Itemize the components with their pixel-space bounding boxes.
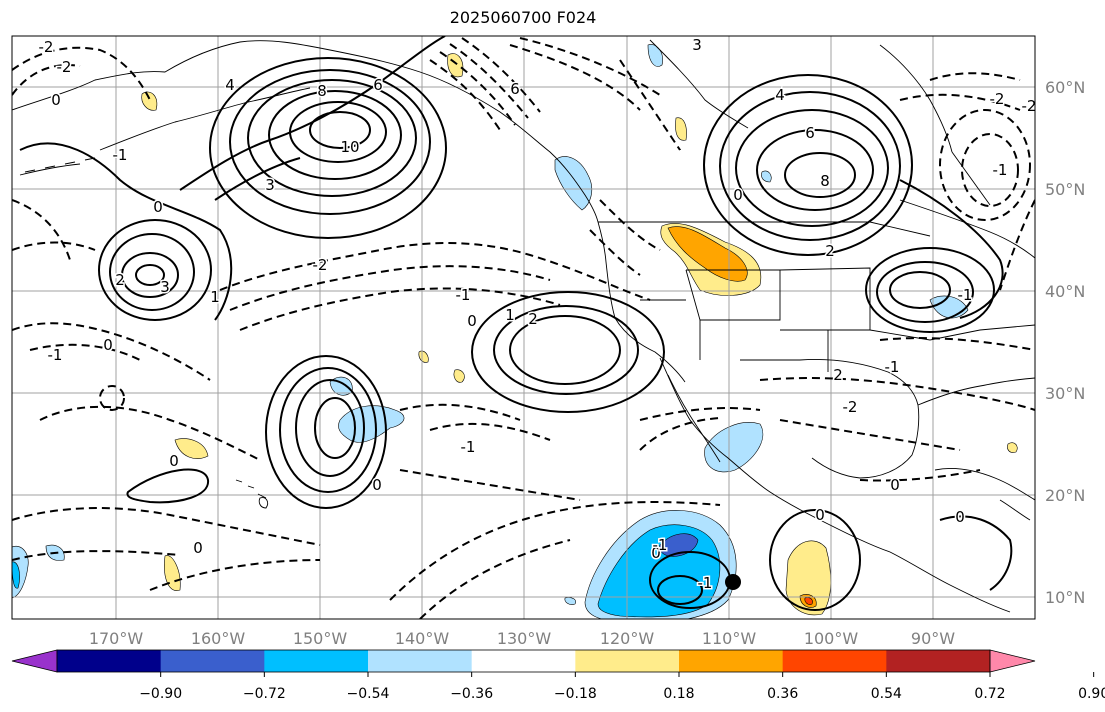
lon-label: 130°W bbox=[497, 629, 552, 648]
colorbar-extend-high bbox=[989, 649, 1036, 673]
contour-label: 0 bbox=[51, 91, 61, 109]
lon-label: 160°W bbox=[191, 629, 246, 648]
lon-label: 90°W bbox=[911, 629, 955, 648]
contour-label: -2 bbox=[843, 398, 858, 416]
contour-label: 10 bbox=[340, 138, 359, 156]
contour-label: 2 bbox=[528, 310, 538, 328]
contour-label: 0 bbox=[103, 336, 113, 354]
contour-label: -1 bbox=[958, 286, 973, 304]
storm-center-marker bbox=[725, 574, 741, 590]
lon-label: 110°W bbox=[702, 629, 757, 648]
contour-label: 0 bbox=[169, 452, 179, 470]
contour-label: -2 bbox=[57, 58, 72, 76]
contour-label: 6 bbox=[373, 76, 383, 94]
contour-label: -2 bbox=[1022, 97, 1037, 115]
lon-label: 120°W bbox=[600, 629, 655, 648]
colorbar-swatch bbox=[679, 650, 784, 672]
contour-label: 0 bbox=[815, 506, 825, 524]
colorbar: −0.90 −0.72 −0.54 −0.36 −0.18 0.18 0.36 0.54 0.7… bbox=[11, 649, 1105, 702]
contour-label: 3 bbox=[265, 176, 275, 194]
lon-label: 100°W bbox=[804, 629, 859, 648]
contour-label: 0 bbox=[193, 539, 203, 557]
contours-negative bbox=[12, 37, 1035, 619]
colorbar-extend-low bbox=[11, 649, 58, 673]
colorbar-tick-label: −0.54 bbox=[347, 686, 390, 702]
colorbar-swatch bbox=[782, 650, 887, 672]
contour-label: -1 bbox=[461, 438, 476, 456]
contour-label: -1 bbox=[113, 146, 128, 164]
contour-label: 0 bbox=[733, 186, 743, 204]
contour-label: 8 bbox=[820, 172, 830, 190]
contour-label: 3 bbox=[692, 36, 702, 54]
latitude-labels: 60°N 50°N 40°N 30°N 20°N 10°N bbox=[1045, 78, 1085, 607]
contour-label: 4 bbox=[775, 86, 785, 104]
colorbar-swatch bbox=[575, 650, 680, 672]
lat-label: 20°N bbox=[1045, 486, 1085, 505]
contour-label: 6 bbox=[805, 124, 815, 142]
lat-label: 10°N bbox=[1045, 588, 1085, 607]
lat-label: 50°N bbox=[1045, 180, 1085, 199]
lon-label: 140°W bbox=[395, 629, 450, 648]
colorbar-tick-label: 0.90 bbox=[1078, 686, 1105, 702]
colorbar-swatch bbox=[368, 650, 473, 672]
contour-label: 0 bbox=[467, 312, 477, 330]
contour-label: 2 bbox=[825, 242, 835, 260]
contour-label: 2 bbox=[833, 366, 843, 384]
colorbar-tick-label: 0.72 bbox=[974, 686, 1005, 702]
colorbar-tick-label: −0.90 bbox=[139, 686, 182, 702]
lat-label: 30°N bbox=[1045, 384, 1085, 403]
contour-label: -1 bbox=[48, 346, 63, 364]
contour-label: -1 bbox=[456, 286, 471, 304]
shaded-field bbox=[12, 44, 1018, 619]
colorbar-frame bbox=[56, 649, 991, 673]
colorbar-tick-label: 0.36 bbox=[767, 686, 798, 702]
colorbar-tick-label: 0.18 bbox=[663, 686, 694, 702]
contour-label: 3 bbox=[160, 278, 170, 296]
colorbar-swatch bbox=[471, 650, 576, 672]
colorbar-swatch bbox=[160, 650, 265, 672]
contour-label: -1 bbox=[698, 574, 713, 592]
contour-label: -2 bbox=[990, 90, 1005, 108]
colorbar-tick-label: −0.36 bbox=[450, 686, 493, 702]
colorbar-swatch bbox=[264, 650, 369, 672]
longitude-labels: 170°W 160°W 150°W 140°W 130°W 120°W 110°… bbox=[89, 629, 955, 648]
contour-label: -2 bbox=[313, 256, 328, 274]
colorbar-tick-label: −0.72 bbox=[243, 686, 286, 702]
contour-label: -1 bbox=[993, 161, 1008, 179]
lat-label: 40°N bbox=[1045, 282, 1085, 301]
contour-label: 1 bbox=[210, 288, 220, 306]
map-frame bbox=[11, 35, 1036, 620]
contour-label: 0 bbox=[651, 544, 661, 562]
contour-label: -2 bbox=[39, 38, 54, 56]
contour-label: 2 bbox=[115, 271, 125, 289]
colorbar-tick-label: 0.54 bbox=[871, 686, 902, 702]
contour-label: 1 bbox=[505, 306, 515, 324]
contour-label: 8 bbox=[317, 82, 327, 100]
contour-label: 0 bbox=[955, 508, 965, 526]
contour-label: 4 bbox=[225, 76, 235, 94]
colorbar-tick-label: −0.18 bbox=[554, 686, 597, 702]
colorbar-swatch bbox=[57, 650, 162, 672]
contour-label: 0 bbox=[890, 476, 900, 494]
lon-label: 150°W bbox=[293, 629, 348, 648]
lon-label: 170°W bbox=[89, 629, 144, 648]
contour-label: 6 bbox=[510, 80, 520, 98]
map-title: 2025060700 F024 bbox=[449, 8, 597, 27]
contour-label: 0 bbox=[153, 198, 163, 216]
contours-positive bbox=[19, 36, 1013, 611]
colorbar-swatch bbox=[886, 650, 991, 672]
contour-label: -1 bbox=[885, 358, 900, 376]
contour-label: -1 bbox=[653, 536, 668, 554]
lat-label: 60°N bbox=[1045, 78, 1085, 97]
contour-label: 0 bbox=[372, 476, 382, 494]
